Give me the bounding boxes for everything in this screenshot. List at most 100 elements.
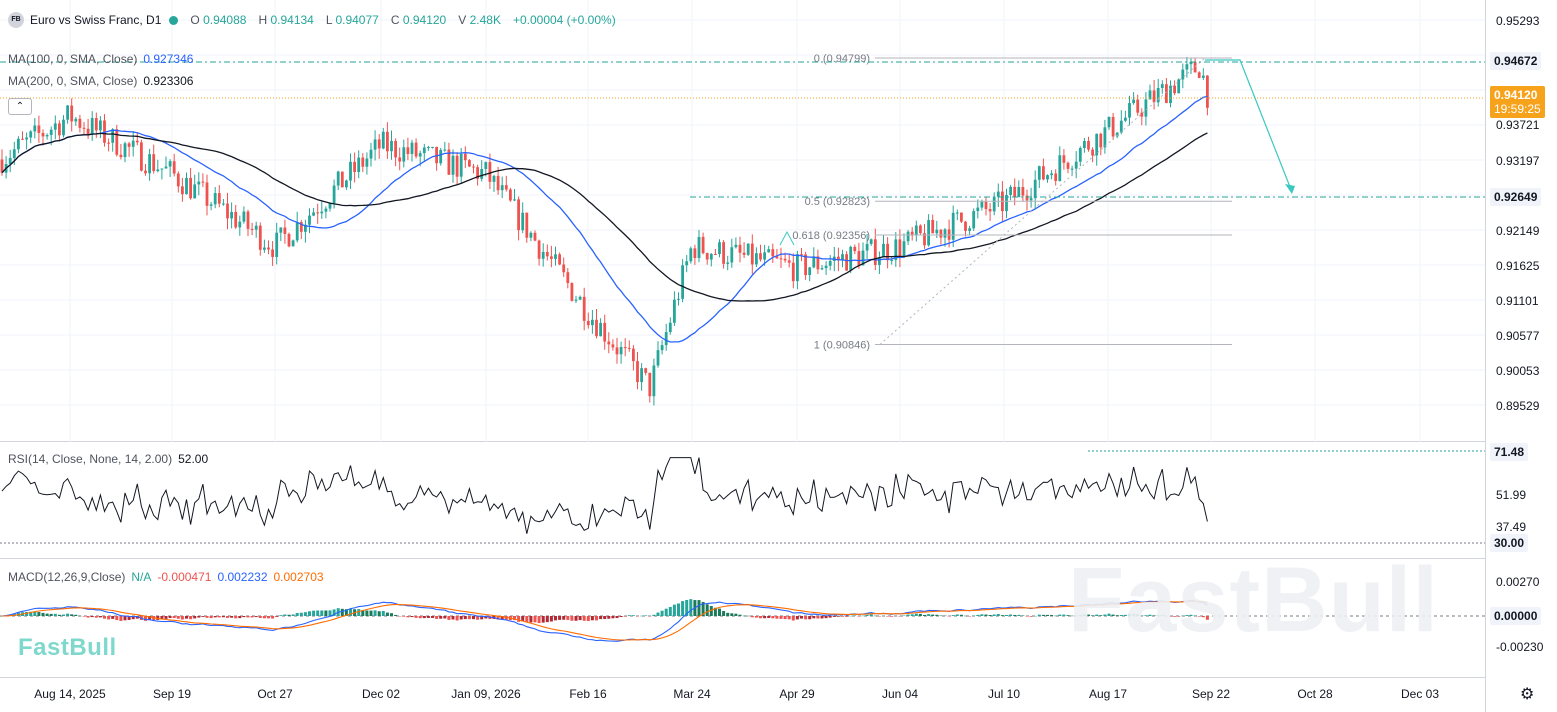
macd-legend[interactable]: MACD(12,26,9,Close) N/A -0.000471 0.0022… <box>8 570 324 584</box>
macd-histogram-bar <box>775 616 779 619</box>
candle-body <box>898 239 902 257</box>
macd-histogram-bar <box>1066 615 1070 616</box>
macd-histogram-bar <box>455 616 459 621</box>
candle-body <box>1042 166 1045 180</box>
candle-body <box>570 283 574 301</box>
collapse-legend-button[interactable]: ⌃ <box>8 98 32 115</box>
rsi-label: RSI(14, Close, None, 14, 2.00) <box>8 452 173 466</box>
rsi-pane[interactable]: RSI(14, Close, None, 14, 2.00) 52.00 <box>0 442 1485 559</box>
candle-body <box>1103 127 1107 148</box>
candle-body <box>0 159 4 173</box>
macd-histogram-bar <box>185 616 188 619</box>
candle-body <box>562 264 566 273</box>
macd-histogram-bar <box>586 616 590 622</box>
candle-body <box>496 175 500 191</box>
time-label: Jul 10 <box>987 687 1021 701</box>
candle-body <box>455 155 459 177</box>
macd-histogram-bar <box>332 609 336 616</box>
ma100-legend[interactable]: MA(100, 0, SMA, Close) 0.927346 <box>8 52 193 66</box>
fib-level-label: 1 (0.90846) <box>814 339 870 351</box>
price-chart[interactable]: 0 (0.94799) 0.5 (0.92823) 0.618 (0.92356) 1… <box>0 0 1485 442</box>
macd-histogram-bar <box>562 616 566 620</box>
ma200-legend[interactable]: MA(200, 0, SMA, Close) 0.923306 <box>8 74 193 88</box>
candle-body <box>82 127 86 129</box>
candle-body <box>135 140 139 143</box>
candle-body <box>193 184 197 199</box>
candle-body <box>414 142 418 157</box>
macd-label: MACD(12,26,9,Close) <box>8 570 126 584</box>
macd-pane[interactable]: MACD(12,26,9,Close) N/A -0.000471 0.0022… <box>0 559 1485 678</box>
candle-body <box>1058 155 1062 182</box>
macd-histogram-bar <box>988 614 992 616</box>
macd-chart[interactable] <box>0 559 1485 678</box>
price-pane[interactable]: 0 (0.94799) 0.5 (0.92823) 0.618 (0.92356) 1… <box>0 0 1485 442</box>
candle-body <box>406 147 410 154</box>
rsi-legend[interactable]: RSI(14, Close, None, 14, 2.00) 52.00 <box>8 452 208 466</box>
macd-histogram-bar <box>882 615 885 616</box>
macd-histogram-bar <box>652 614 656 616</box>
macd-histogram-bar <box>422 616 426 619</box>
candle-body <box>734 244 738 248</box>
symbol-title[interactable]: Euro vs Swiss Franc, D1 <box>30 13 162 27</box>
macd-histogram-bar <box>554 616 557 621</box>
macd-histogram-bar <box>660 610 664 616</box>
macd-histogram-bar <box>845 616 849 617</box>
candle-body <box>640 368 643 383</box>
candle-body <box>53 123 57 130</box>
macd-histogram-bar <box>832 616 836 617</box>
macd-histogram-bar <box>578 616 582 621</box>
candle-body <box>472 166 475 168</box>
candle-body <box>660 345 664 351</box>
high-value: 0.94134 <box>270 13 314 27</box>
macd-histogram-bar <box>923 614 926 616</box>
gear-icon[interactable]: ⚙ <box>1520 686 1535 703</box>
macd-histogram-bar <box>226 616 229 618</box>
candle-body <box>545 252 549 257</box>
macd-histogram-bar <box>767 616 771 618</box>
macd-histogram-bar <box>29 611 33 616</box>
candle-body <box>37 125 41 134</box>
candle-body <box>771 249 775 257</box>
macd-histogram-bar <box>103 616 106 619</box>
macd-histogram-bar <box>816 616 820 619</box>
time-axis[interactable]: Aug 14, 2025 Sep 19 Oct 27 Dec 02 Jan 09… <box>0 678 1485 712</box>
macd-histogram-bar <box>681 601 685 616</box>
macd-histogram-bar <box>1181 615 1185 617</box>
ma100-label: MA(100, 0, SMA, Close) <box>8 52 138 66</box>
symbol-badge[interactable]: FB <box>8 12 24 28</box>
macd-histogram-bar <box>283 614 287 616</box>
candle-body <box>869 239 873 244</box>
macd-histogram-bar <box>37 612 41 616</box>
candle-body <box>820 268 824 270</box>
candle-body <box>673 299 676 323</box>
time-label: Sep 19 <box>152 687 192 701</box>
candle-body <box>164 166 168 169</box>
macd-histogram-bar <box>1119 614 1123 616</box>
rsi-chart[interactable] <box>0 442 1485 559</box>
macd-histogram-bar <box>795 616 799 620</box>
macd-histogram-bar <box>890 616 894 617</box>
macd-histogram-bar <box>640 615 644 617</box>
candle-body <box>402 147 406 162</box>
candle-body <box>968 228 971 231</box>
candle-body <box>66 105 69 120</box>
macd-histogram-bar <box>705 604 709 616</box>
macd-histogram-bar <box>672 604 676 616</box>
macd-histogram-bar <box>824 616 828 619</box>
macd-histogram-bar <box>779 616 783 619</box>
candle-body <box>443 149 447 151</box>
candle-body <box>865 243 869 251</box>
macd-histogram-bar <box>418 616 422 619</box>
macd-histogram-bar <box>238 616 242 619</box>
macd-histogram-bar <box>234 616 238 619</box>
macd-histogram-bar <box>394 614 398 616</box>
candle-body <box>779 258 783 260</box>
candle-body <box>742 252 746 255</box>
candle-body <box>1037 166 1041 180</box>
macd-histogram-bar <box>246 616 250 618</box>
macd-histogram-bar <box>787 616 791 620</box>
candle-body <box>217 193 221 204</box>
price-axis[interactable]: 0.95293 0.93721 0.93197 0.92149 0.91625 … <box>1485 0 1557 712</box>
macd-histogram-bar <box>611 616 615 619</box>
candle-body <box>45 135 49 137</box>
